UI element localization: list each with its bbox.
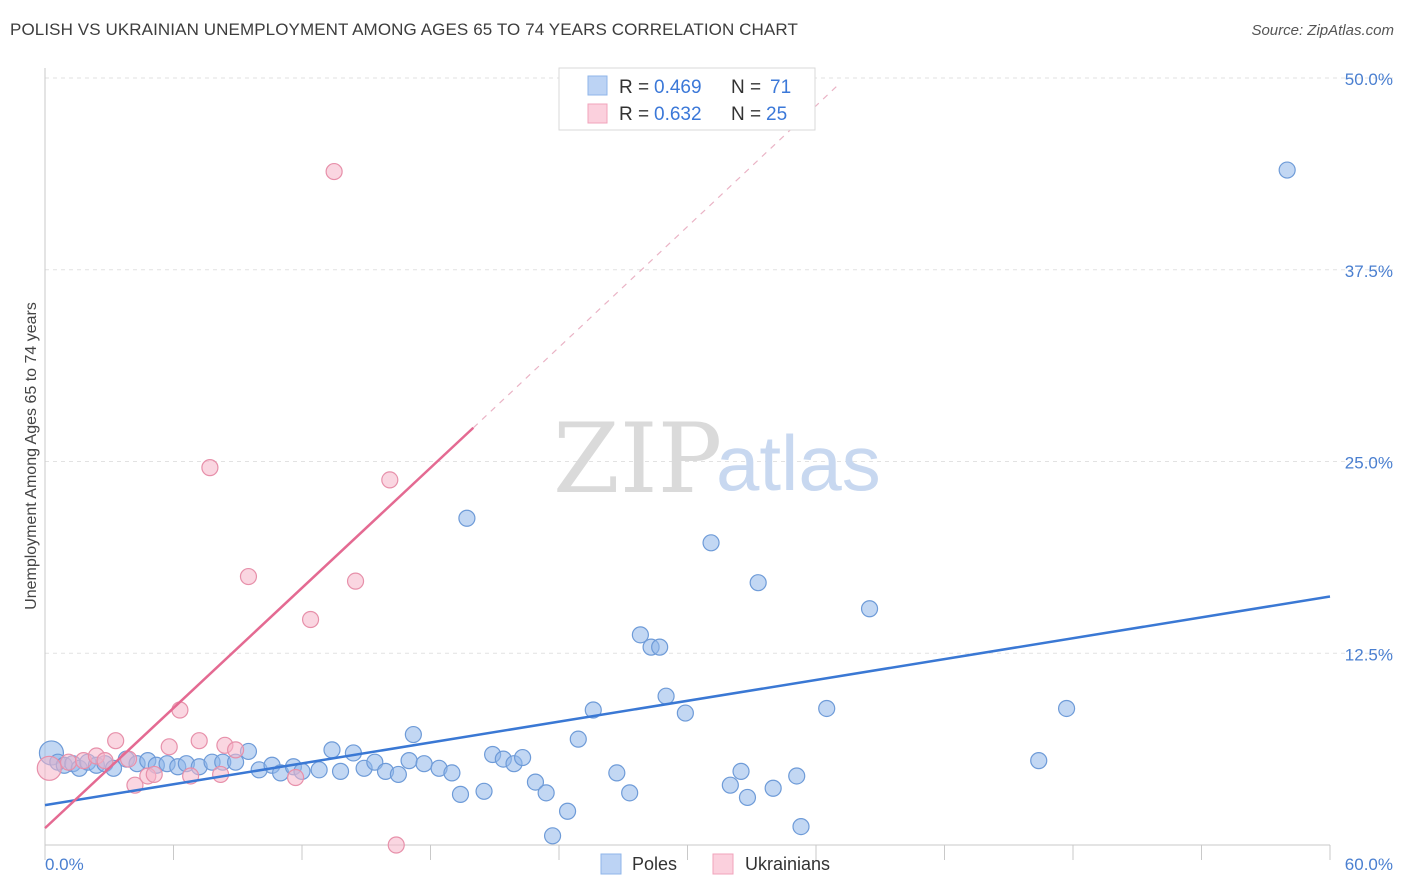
y-tick-label: 25.0% [1345, 454, 1393, 473]
ukrainians-point [227, 741, 245, 759]
poles-point [621, 784, 639, 802]
legend-r-label-ukrainians: R = [619, 104, 649, 125]
poles-point [702, 534, 720, 552]
ukrainians-point [59, 753, 78, 771]
ukrainians-point [190, 732, 208, 750]
poles-point [404, 725, 422, 744]
ukrainians-point [325, 162, 343, 181]
y-tick-label: 37.5% [1345, 262, 1393, 281]
poles-point [764, 779, 782, 797]
poles-point [818, 699, 836, 718]
poles-point [584, 701, 602, 719]
y-tick-labels: 12.5% 25.0% 37.5% 50.0% [1345, 70, 1393, 664]
legend: R = 0.469 N = 71 R = 0.632 N = 25 [558, 67, 816, 131]
legend-swatch-poles [587, 75, 608, 96]
ukrainians-trend-extension [472, 85, 838, 429]
chart-title: POLISH VS UKRAINIAN UNEMPLOYMENT AMONG A… [10, 20, 798, 39]
ukrainians-point [239, 567, 258, 586]
bottom-legend-label-ukrainians: Ukrainians [745, 854, 830, 874]
ukrainians-point [346, 572, 365, 590]
ukrainians-point [171, 701, 189, 719]
watermark: ZIP atlas [553, 403, 881, 515]
gridlines [45, 77, 1393, 654]
poles-point [526, 773, 545, 791]
poles-point [443, 764, 461, 782]
ukrainians-point [107, 732, 125, 750]
ukrainians-point [381, 471, 399, 489]
ukrainians-point [145, 765, 163, 784]
ukrainians-point [119, 750, 138, 768]
poles-point [608, 764, 626, 782]
poles-point [558, 802, 577, 820]
poles-point [631, 626, 649, 644]
legend-r-value-poles: 0.469 [654, 77, 702, 98]
poles-point [537, 784, 555, 802]
bottom-legend-label-poles: Poles [632, 854, 677, 874]
legend-n-label-ukrainians: N = [731, 104, 761, 125]
bottom-legend: Poles Ukrainians [600, 853, 830, 875]
x-tick-label-min: 0.0% [45, 855, 84, 874]
poles-point [400, 752, 418, 770]
poles-point [323, 741, 341, 759]
legend-r-value-ukrainians: 0.632 [654, 104, 702, 125]
poles-point [475, 782, 493, 800]
poles-point [676, 704, 694, 722]
ukrainians-point [96, 752, 114, 770]
y-tick-label: 12.5% [1345, 645, 1393, 664]
poles-point [451, 785, 470, 803]
series-poles-points [38, 161, 1296, 845]
ukrainians-point [387, 836, 405, 854]
trend-lines [44, 85, 1331, 830]
y-axis-title: Unemployment Among Ages 65 to 74 years [23, 302, 40, 610]
poles-point [389, 765, 407, 784]
poles-point [732, 762, 750, 780]
poles-point [458, 509, 476, 527]
poles-point [1057, 699, 1076, 718]
poles-point [310, 761, 328, 779]
poles-point [792, 817, 810, 836]
ukrainians-point [286, 768, 305, 787]
poles-point [721, 776, 739, 794]
y-tick-label: 50.0% [1345, 70, 1393, 89]
poles-point [543, 827, 562, 845]
poles-point [860, 600, 879, 618]
legend-n-label-poles: N = [731, 77, 761, 98]
poles-point [657, 687, 675, 705]
ukrainians-trend-line [44, 426, 475, 830]
ukrainians-point [36, 755, 62, 781]
ukrainians-point [201, 459, 219, 477]
poles-point [415, 755, 433, 773]
ukrainians-point [301, 610, 320, 629]
legend-n-value-ukrainians: 25 [766, 104, 787, 125]
poles-point [1278, 161, 1296, 179]
legend-r-label-poles: R = [619, 77, 649, 98]
poles-point [1030, 752, 1048, 770]
poles-point [749, 574, 767, 592]
poles-point [738, 788, 757, 807]
source-label: Source: ZipAtlas.com [1251, 22, 1394, 39]
watermark-zip: ZIP [553, 403, 722, 515]
bottom-legend-swatch-ukrainians [712, 853, 734, 875]
watermark-atlas: atlas [716, 419, 881, 507]
legend-n-value-poles: 71 [770, 77, 791, 98]
poles-trend-line [44, 595, 1331, 807]
x-tick-label-max: 60.0% [1345, 855, 1393, 874]
poles-point [651, 638, 669, 656]
poles-point [331, 762, 350, 780]
poles-point [788, 767, 806, 785]
bottom-legend-swatch-poles [600, 853, 622, 875]
x-ticks [44, 845, 1331, 860]
legend-swatch-ukrainians [587, 103, 608, 124]
poles-point [569, 730, 587, 748]
poles-point [513, 748, 532, 767]
ukrainians-point [160, 738, 178, 756]
